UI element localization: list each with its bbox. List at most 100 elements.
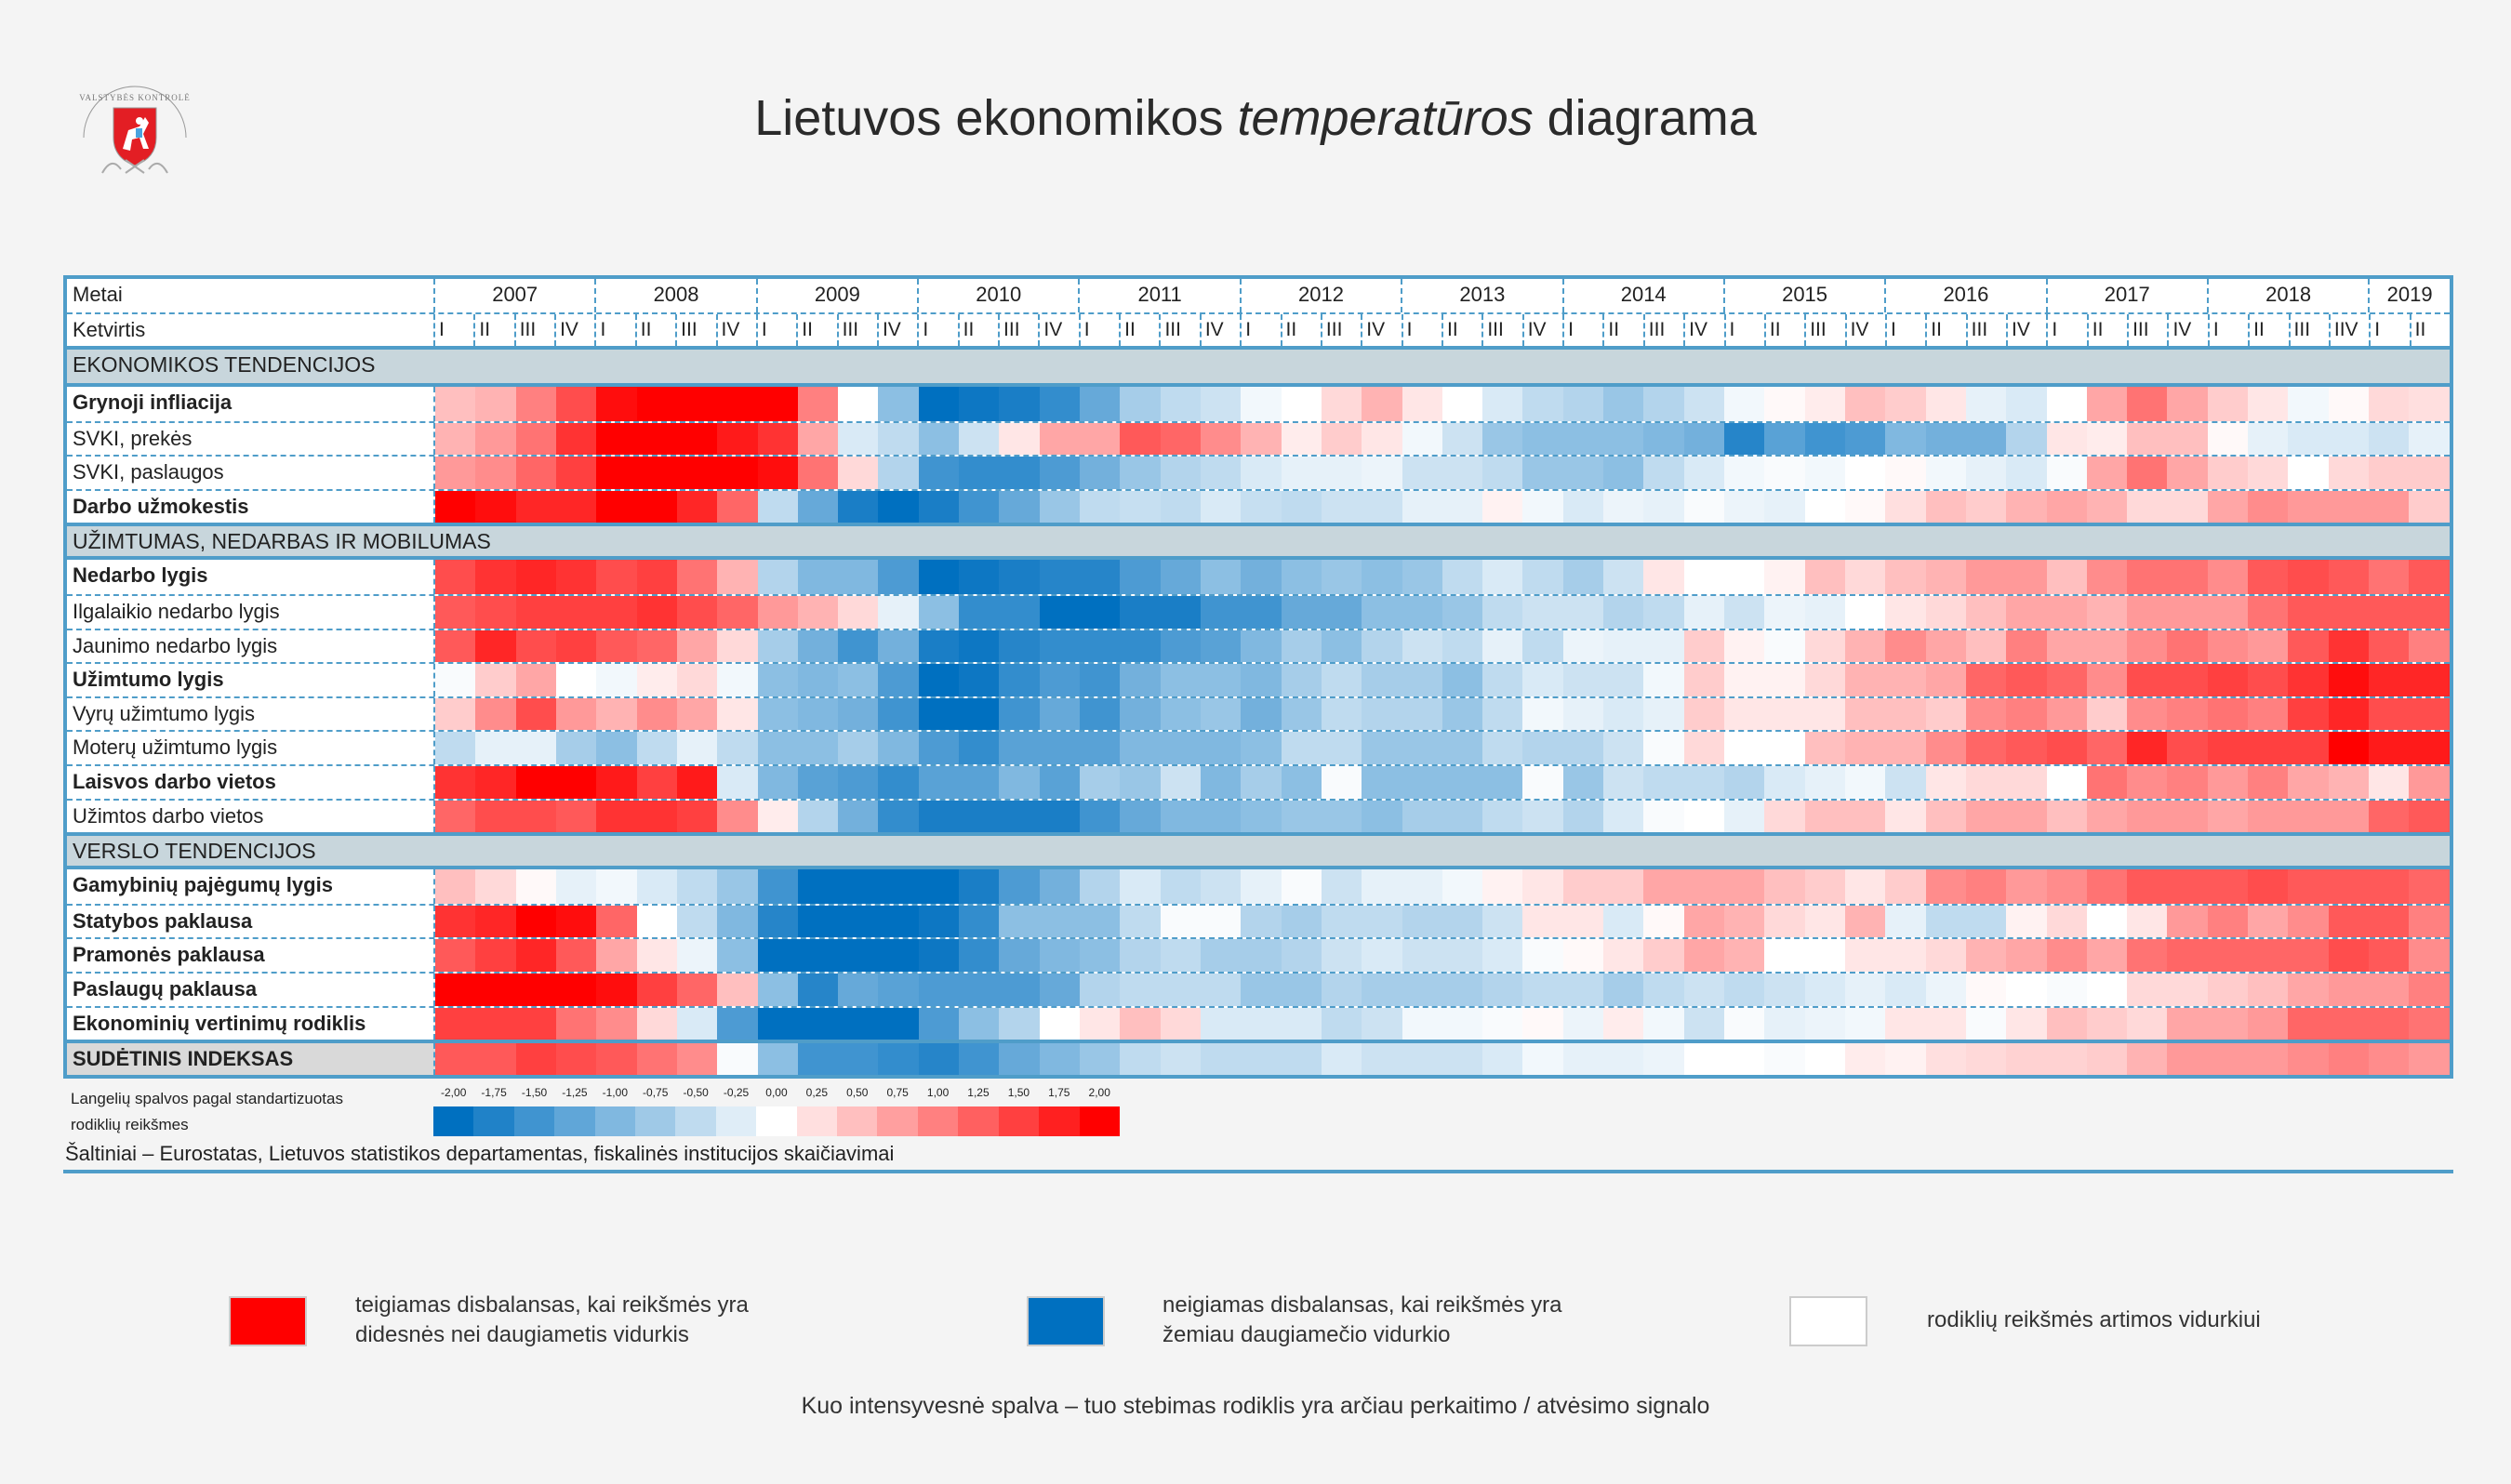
indicator-row: Laisvos darbo vietos: [67, 763, 2450, 799]
heatmap-cell: [2207, 939, 2249, 972]
heatmap-cell: [1724, 457, 1765, 489]
heatmap-cell: [838, 697, 879, 731]
heatmap-cell: [1442, 629, 1483, 663]
quarter-header: I: [917, 314, 957, 346]
heatmap-cell: [999, 629, 1040, 663]
heatmap-cell: [838, 800, 879, 833]
heatmap-cell: [1522, 765, 1563, 799]
heatmap-cell: [1402, 939, 1442, 972]
heatmap-cell: [797, 973, 839, 1006]
heatmap-cell: [2006, 905, 2047, 938]
indicator-label: Vyrų užimtumo lygis: [67, 697, 435, 731]
heatmap-cell: [2006, 560, 2047, 594]
heatmap-cell: [1482, 490, 1523, 523]
heatmap-cell: [636, 800, 677, 833]
heatmap-cell: [636, 939, 677, 972]
heatmap-cell: [838, 732, 879, 764]
heatmap-cell: [1281, 490, 1322, 523]
heatmap-cell: [999, 765, 1040, 799]
heatmap-cell: [1925, 1007, 1966, 1040]
heatmap-cell: [2167, 800, 2208, 833]
heatmap-cell: [2006, 595, 2047, 629]
heatmap-cell: [2248, 1007, 2289, 1040]
heatmap-cell: [1241, 595, 1282, 629]
heatmap-cell: [1080, 422, 1121, 456]
heatmap-cell: [2369, 1043, 2410, 1076]
heatmap-cell: [1965, 1043, 2007, 1076]
heatmap-cell: [2248, 595, 2289, 629]
heatmap-cell: [1885, 905, 1926, 938]
heatmap-cell: [2369, 629, 2410, 663]
heatmap-cell: [2288, 939, 2329, 972]
heatmap-cell: [838, 560, 879, 594]
heatmap-cell: [1683, 939, 1724, 972]
heatmap-cell: [1160, 869, 1201, 904]
scale-swatch: [554, 1106, 595, 1136]
heatmap-cell: [1885, 595, 1926, 629]
heatmap-body: EKONOMIKOS TENDENCIJOS Grynoji infliacija…: [67, 350, 2450, 1076]
heatmap-cell: [2127, 800, 2168, 833]
heatmap-cell: [475, 664, 516, 696]
scale-swatch: [594, 1106, 636, 1136]
heatmap-cell: [878, 422, 919, 456]
heatmap-cell: [676, 869, 718, 904]
heatmap-cell: [1885, 560, 1926, 594]
heatmap-cell: [1562, 697, 1604, 731]
heatmap-cell: [1804, 422, 1845, 456]
heatmap-cell: [1402, 1007, 1442, 1040]
heatmap-cell: [1039, 1043, 1080, 1076]
indicator-row: Grynoji infliacija: [67, 387, 2450, 421]
heatmap-cell: [1764, 629, 1805, 663]
heatmap-cell: [1482, 973, 1523, 1006]
legend-negative-line2: žemiau daugiamečio vidurkio: [1162, 1322, 1451, 1347]
heatmap-cell: [1844, 732, 1886, 764]
heatmap-cell: [1804, 387, 1845, 421]
heatmap-cell: [717, 1043, 758, 1076]
heatmap-cell: [959, 422, 1000, 456]
heatmap-cell: [1562, 765, 1604, 799]
heatmap-cell: [959, 939, 1000, 972]
heatmap-cell: [555, 490, 597, 523]
heatmap-cell: [1200, 1043, 1242, 1076]
heatmap-cell: [1522, 595, 1563, 629]
heatmap-cell: [676, 765, 718, 799]
heatmap-cell: [1080, 869, 1121, 904]
heatmap-cell: [1039, 457, 1080, 489]
heatmap-cell: [717, 765, 758, 799]
heatmap-cell: [1804, 1043, 1845, 1076]
heatmap-cell: [2248, 457, 2289, 489]
heatmap-cell: [757, 732, 798, 764]
heatmap-cell: [2086, 664, 2128, 696]
heatmap-cell: [676, 905, 718, 938]
heatmap-cell: [1522, 697, 1563, 731]
heatmap-cell: [1241, 973, 1282, 1006]
heatmap-cell: [2086, 560, 2128, 594]
heatmap-cell: [555, 973, 597, 1006]
quarter-header: II: [2409, 314, 2450, 346]
heatmap-cell: [1885, 800, 1926, 833]
heatmap-cell: [1603, 765, 1644, 799]
heatmap-cell: [596, 457, 637, 489]
heatmap-cell: [1724, 629, 1765, 663]
heatmap-cell: [1844, 490, 1886, 523]
heatmap-cell: [878, 939, 919, 972]
heatmap-cell: [838, 765, 879, 799]
heatmap-cell: [636, 490, 677, 523]
heatmap-cell: [2369, 973, 2410, 1006]
heatmap-cell: [1321, 732, 1362, 764]
heatmap-cell: [2369, 905, 2410, 938]
heatmap-cell: [717, 1007, 758, 1040]
heatmap-cell: [1724, 869, 1765, 904]
quarter-header: IV: [715, 314, 756, 346]
heatmap-cell: [1402, 664, 1442, 696]
heatmap-cell: [1603, 869, 1644, 904]
heatmap-cell: [475, 560, 516, 594]
heatmap-cells: [435, 664, 2450, 696]
heatmap-cell: [596, 939, 637, 972]
heatmap-cell: [2328, 1007, 2369, 1040]
indicator-row: Užimtumo lygis: [67, 662, 2450, 696]
heatmap-cell: [1482, 664, 1523, 696]
heatmap-cell: [515, 457, 556, 489]
heatmap-cell: [2086, 422, 2128, 456]
heatmap-cell: [1442, 869, 1483, 904]
